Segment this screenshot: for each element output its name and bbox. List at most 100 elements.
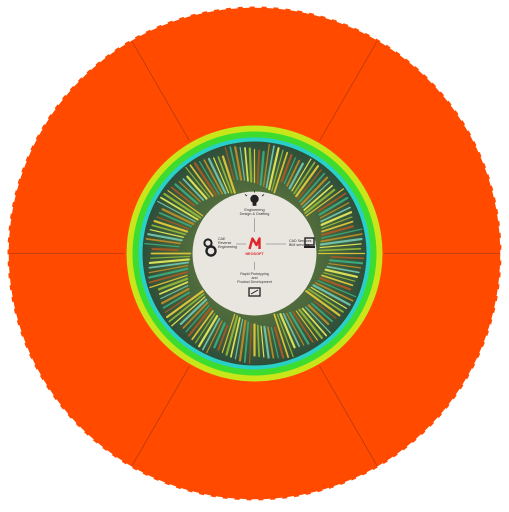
spoke [160,287,190,305]
spoke [273,151,289,194]
gears-icon [203,238,217,257]
spoke [273,313,290,359]
spoke [318,197,349,216]
logo-text: NEOSOFT [245,252,264,256]
spoke [310,286,347,309]
spoke [148,265,189,274]
spoke [199,161,220,195]
spoke [153,219,189,233]
bottom-line1: Rapid Prototyping [240,272,269,276]
spoke [304,188,336,215]
spoke [271,149,284,192]
spoke [301,307,328,337]
spoke [229,146,239,181]
spoke [295,165,320,198]
spoke [297,169,322,200]
spoke [187,307,212,337]
spoke [225,315,239,356]
spoke [282,313,301,348]
spoke [170,186,196,207]
spoke [221,155,236,194]
spoke [307,304,330,326]
lightbulb-icon [244,190,265,206]
spoke [256,149,260,185]
spoke [203,159,224,195]
spoke [288,162,304,190]
spoke [149,229,184,238]
spoke [239,146,246,181]
spoke [326,265,360,274]
spoke [179,298,208,326]
segment-line [131,41,190,142]
spoke [328,262,362,269]
spoke [174,183,199,205]
spoke [167,190,204,217]
center-item-bottom: Rapid Prototyping and Product Developmen… [237,262,272,297]
spoke [147,233,183,242]
spoke [166,290,204,319]
bottom-line3: Product Development [237,280,272,284]
spoke [286,312,305,346]
spoke [279,313,296,349]
left-line3: Engineering [218,245,237,249]
spoke [243,321,250,363]
spoke [321,228,363,239]
spoke [163,192,202,219]
spoke [182,178,205,201]
spoke [221,313,236,354]
spoke [182,301,209,329]
spoke [299,172,326,203]
spoke [151,247,179,252]
bottom-line2: and [252,276,258,280]
spoke [193,162,218,197]
spoke [263,325,270,359]
spoke [148,267,189,279]
spoke [300,176,329,206]
spoke [318,247,362,252]
spoke [263,143,270,187]
spoke [168,293,205,323]
spoke [157,277,189,291]
outer-rim [6,5,503,502]
spoke [148,258,190,265]
spoke [158,212,192,228]
spoke [207,157,227,195]
spoke [317,280,357,298]
spoke [171,296,206,327]
spoke [248,322,252,364]
spoke [256,324,260,358]
spoke [164,295,191,314]
spoke [276,313,294,358]
spoke [267,326,275,359]
spoke [320,225,354,236]
spoke [321,274,354,287]
spoke [329,259,364,265]
spoke [259,150,265,186]
spoke [178,181,201,203]
spoke [185,304,210,333]
spoke-ring [144,143,366,364]
spoke [201,317,221,351]
spoke [318,276,352,291]
center-item-right: CAD Services BIM services [266,237,315,248]
spoke [320,211,353,226]
spoke [234,318,244,360]
spoke [293,161,316,195]
spoke [265,145,275,189]
spoke [217,324,229,351]
top-line2: Design & Drafting [240,212,270,216]
tablet-icon [248,287,261,297]
segment-line [319,365,378,466]
spoke [149,274,188,289]
spoke [321,220,354,233]
spoke [295,310,318,341]
monitor-icon [304,237,315,248]
spoke [206,320,223,354]
center-plate [192,191,317,316]
spoke [292,311,314,343]
spoke [320,233,363,243]
spoke [145,238,182,245]
spoke [160,196,199,221]
